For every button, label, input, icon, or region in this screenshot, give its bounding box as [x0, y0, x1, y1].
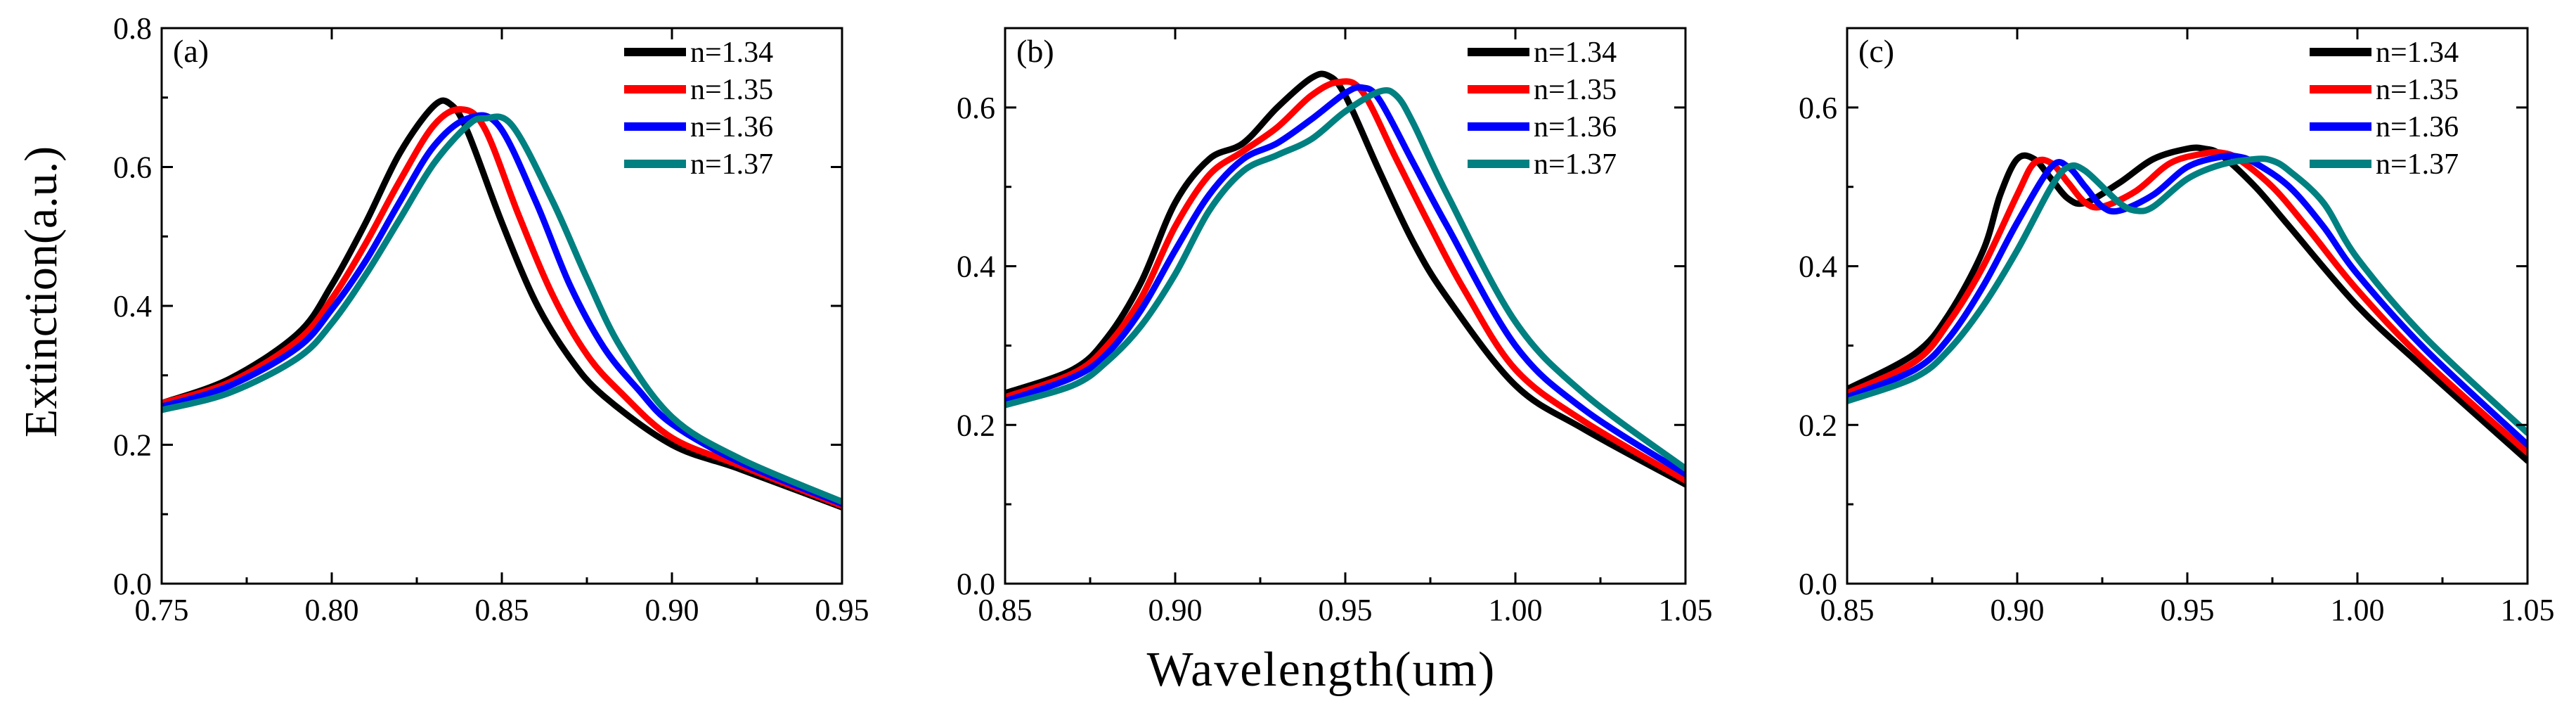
- x-tick-label: 0.95: [2161, 593, 2215, 627]
- y-tick-label: 0.0: [1799, 567, 1837, 601]
- series-line-n=1.35: [1847, 148, 2528, 456]
- legend: n=1.34 n=1.35 n=1.36 n=1.37: [624, 37, 773, 181]
- legend-label: n=1.37: [690, 148, 773, 181]
- panel-b: 0.85 0.90 0.95 1.00 1.05 0.0 0.2 0.4 0.6 (b) n=1.3…: [957, 27, 1713, 627]
- series-line-n=1.34: [1847, 144, 2528, 464]
- panel-label: (c): [1858, 33, 1894, 69]
- x-tick-label: 0.90: [1991, 593, 2045, 627]
- legend-label: n=1.36: [2376, 111, 2459, 143]
- x-tick-label: 0.95: [815, 593, 869, 627]
- y-tick-label: 0.4: [1799, 250, 1837, 284]
- panels: 0.75 0.80 0.85 0.90 0.95 0.0 0.2 0.4 0.6 0.8 (a) n=…: [113, 11, 2555, 627]
- x-tick-label: 0.90: [1148, 593, 1203, 627]
- series-line-n=1.35: [162, 105, 842, 509]
- panel-c: 0.85 0.90 0.95 1.00 1.05 0.0 0.2 0.4 0.6 (c) n=1.3…: [1799, 27, 2555, 627]
- x-tick-label: 0.85: [978, 593, 1033, 627]
- x-axis-title: Wavelength(um): [1147, 643, 1496, 697]
- series-line-n=1.37: [162, 113, 842, 505]
- legend: n=1.34 n=1.35 n=1.36 n=1.37: [1468, 37, 1617, 181]
- legend-label: n=1.36: [1534, 111, 1617, 143]
- y-tick-label: 0.8: [113, 11, 152, 46]
- x-tick-label: 0.75: [135, 593, 189, 627]
- legend-label: n=1.37: [1534, 148, 1617, 181]
- y-axis-title: Extinction(a.u.): [15, 146, 67, 437]
- series-line-n=1.36: [1005, 84, 1685, 477]
- y-tick-label: 0.4: [113, 289, 152, 323]
- legend-label: n=1.36: [690, 111, 773, 143]
- series-line-n=1.36: [1847, 152, 2528, 448]
- series-lines: [162, 97, 842, 511]
- x-tick-label: 0.80: [305, 593, 359, 627]
- x-tick-label: 1.00: [1489, 593, 1543, 627]
- y-tick-label: 0.2: [957, 408, 995, 442]
- series-line-n=1.34: [1005, 70, 1685, 488]
- y-tick-label: 0.2: [113, 428, 152, 463]
- y-tick-label: 0.6: [1799, 91, 1837, 125]
- series-line-n=1.37: [1005, 86, 1685, 472]
- legend-label: n=1.35: [2376, 74, 2459, 106]
- legend-label: n=1.34: [1534, 37, 1617, 69]
- legend-label: n=1.35: [690, 74, 773, 106]
- x-tick-label: 0.85: [1820, 593, 1875, 627]
- legend-label: n=1.35: [1534, 74, 1617, 106]
- y-tick-label: 0.2: [1799, 408, 1837, 442]
- y-tick-label: 0.0: [957, 567, 995, 601]
- y-tick-label: 0.4: [957, 250, 995, 284]
- series-lines: [1847, 144, 2528, 464]
- legend-label: n=1.37: [2376, 148, 2459, 181]
- series-line-n=1.35: [1005, 78, 1685, 484]
- series-line-n=1.37: [1847, 155, 2528, 437]
- y-tick-label: 0.0: [113, 567, 152, 601]
- x-tick-label: 1.05: [2501, 593, 2555, 627]
- x-tick-label: 1.00: [2331, 593, 2385, 627]
- x-tick-label: 0.90: [645, 593, 699, 627]
- x-tick-label: 1.05: [1659, 593, 1713, 627]
- legend: n=1.34 n=1.35 n=1.36 n=1.37: [2310, 37, 2459, 181]
- series-line-n=1.36: [162, 112, 842, 507]
- y-tick-label: 0.6: [113, 150, 152, 185]
- y-tick-label: 0.6: [957, 91, 995, 125]
- x-tick-label: 0.95: [1319, 593, 1373, 627]
- legend-label: n=1.34: [2376, 37, 2459, 69]
- panel-label: (a): [173, 33, 209, 69]
- x-tick-label: 0.85: [475, 593, 529, 627]
- panel-a: 0.75 0.80 0.85 0.90 0.95 0.0 0.2 0.4 0.6 0.8 (a) n=…: [113, 11, 869, 627]
- series-lines: [1005, 70, 1685, 488]
- legend-label: n=1.34: [690, 37, 773, 69]
- panel-label: (b): [1016, 33, 1054, 69]
